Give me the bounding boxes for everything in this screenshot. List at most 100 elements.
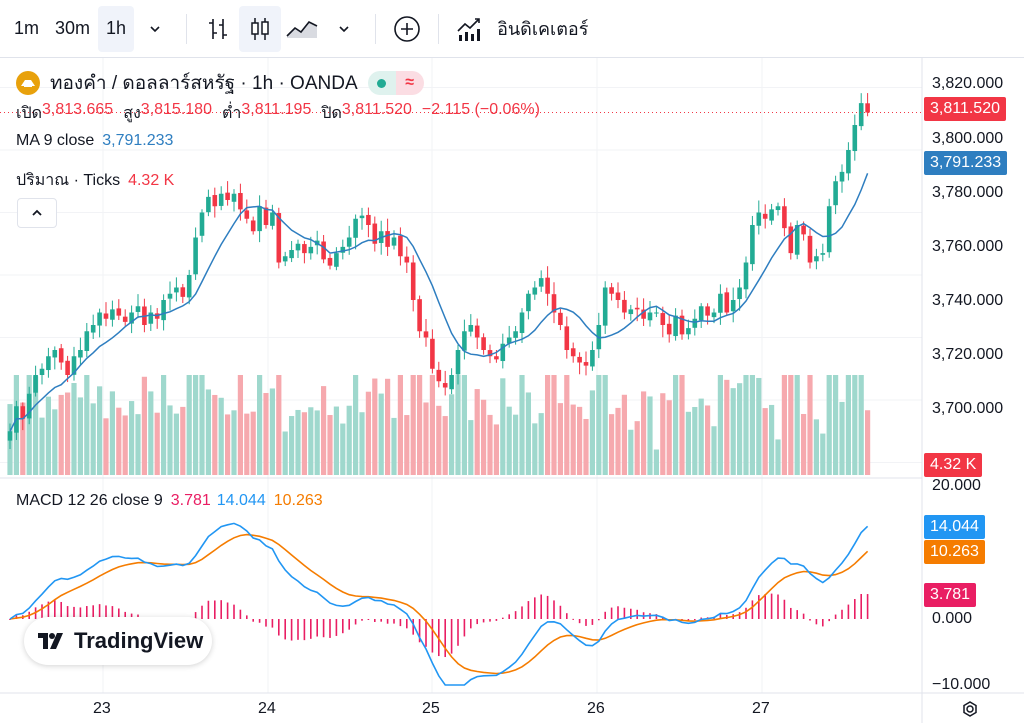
chevron-down-icon[interactable] (134, 6, 176, 52)
timeframe-1h[interactable]: 1h (98, 5, 135, 52)
timeframe-1m[interactable]: 1m (14, 18, 40, 38)
candlestick-icon[interactable] (239, 5, 282, 52)
candle-body (180, 287, 186, 297)
volume-bar (698, 398, 704, 475)
candle-body (244, 210, 250, 219)
indicators-icon[interactable] (449, 6, 491, 52)
candle-body (52, 350, 58, 358)
macd-histogram-bar (470, 619, 472, 629)
macd-histogram-bar (425, 619, 427, 647)
candle-body (519, 312, 525, 334)
collapse-legend-button[interactable] (17, 198, 57, 228)
price-tick: 3,760.000 (932, 238, 1004, 255)
tradingview-watermark[interactable]: TradingView (24, 617, 212, 665)
candle-body (289, 250, 294, 259)
volume-bar (173, 413, 179, 475)
volume-bar (551, 375, 557, 475)
volume-bar (506, 406, 512, 475)
candle-body (327, 257, 333, 266)
macd-legend[interactable]: MACD 12 26 close 9 3.781 14.044 10.263 (16, 492, 323, 510)
candle-body (295, 243, 301, 251)
volume-bar (500, 378, 506, 475)
candle-body (39, 368, 45, 376)
macd-tick: −10.000 (932, 676, 991, 690)
ohlc-legend: เปิด 3,813.665 สูง 3,815.180 ต่ำ 3,811.1… (16, 101, 550, 126)
time-tick: 24 (258, 700, 276, 717)
volume-legend[interactable]: ปริมาณ · Ticks 4.32 K (16, 168, 174, 193)
volume-bar (353, 375, 359, 475)
volume-bar (314, 410, 320, 475)
candle-body (455, 350, 461, 375)
volume-bar (378, 393, 384, 475)
volume-bar (295, 409, 301, 475)
candle-body (564, 326, 570, 350)
volume-bar (852, 375, 858, 475)
volume-bar (564, 375, 570, 475)
candle-body (340, 246, 346, 253)
volume-bar (308, 407, 314, 475)
candle-body (756, 212, 762, 226)
volume-bar (525, 392, 531, 475)
candle-body (750, 225, 755, 265)
volume-bar (474, 389, 480, 475)
volume-bar (436, 405, 442, 475)
macd-histogram-bar (630, 608, 632, 619)
candle-body (206, 196, 211, 213)
macd-histogram-bar (386, 619, 389, 624)
candle-body (513, 331, 518, 338)
price-tick: 3,720.000 (932, 346, 1004, 363)
macd-histogram-bar (854, 599, 856, 619)
macd-histogram-bar (764, 594, 766, 619)
macd-histogram-bar (342, 619, 344, 634)
volume-bar (609, 414, 615, 475)
volume-bar (845, 375, 851, 475)
candle-body (852, 125, 858, 152)
volume-bar (122, 415, 128, 475)
volume-bar (461, 375, 467, 475)
indicators-button[interactable]: อินดิเคเตอร์ (497, 19, 589, 39)
volume-bar (730, 388, 736, 475)
volume-bar (250, 411, 256, 475)
candle-body (148, 312, 154, 324)
chevron-down-icon[interactable] (323, 6, 365, 52)
macd-badge: 14.044 (924, 515, 985, 539)
volume-bar (692, 406, 698, 475)
macd-histogram-bar (367, 619, 370, 620)
macd-histogram-bar (348, 619, 350, 630)
candle-body (436, 369, 442, 382)
market-status-pill[interactable]: ≈ (367, 71, 424, 95)
symbol-legend[interactable]: ทองคำ / ดอลลาร์สหรัฐ · 1h · OANDA ≈ (16, 68, 424, 98)
timeframe-30m[interactable]: 30m (55, 18, 91, 38)
settings-gear-icon[interactable] (958, 697, 982, 721)
volume-bar (225, 414, 231, 475)
macd-histogram-bar (489, 619, 491, 622)
volume-bar (717, 375, 723, 475)
candle-body (769, 209, 774, 221)
volume-bar (660, 393, 666, 475)
macd-histogram-bar (521, 606, 523, 619)
volume-bar (813, 419, 819, 475)
macd-histogram-bar (623, 607, 626, 619)
ma-legend[interactable]: MA 9 close 3,791.233 (16, 132, 173, 150)
volume-bar (826, 375, 832, 475)
add-compare-icon[interactable] (386, 6, 428, 52)
watermark-text: TradingView (74, 628, 204, 653)
candle-body (404, 256, 410, 263)
area-chart-icon[interactable] (281, 6, 323, 52)
ma-line (9, 173, 869, 432)
macd-histogram-bar (751, 600, 754, 619)
volume-bar (481, 399, 487, 475)
volume-bar (545, 375, 551, 475)
candle-body (705, 306, 710, 316)
volume-bar (71, 383, 77, 475)
volume-bar (77, 397, 83, 475)
macd-histogram-bar (572, 618, 574, 620)
candle-body (65, 360, 70, 375)
volume-bar (289, 416, 295, 475)
macd-histogram-bar (578, 619, 581, 624)
gold-logo-icon (16, 71, 40, 95)
bar-chart-icon[interactable] (197, 6, 239, 52)
top-toolbar: 1m 30m 1h อินดิเคเตอร์ (0, 0, 1024, 58)
volume-bar (84, 375, 90, 475)
candle-body (679, 315, 685, 335)
